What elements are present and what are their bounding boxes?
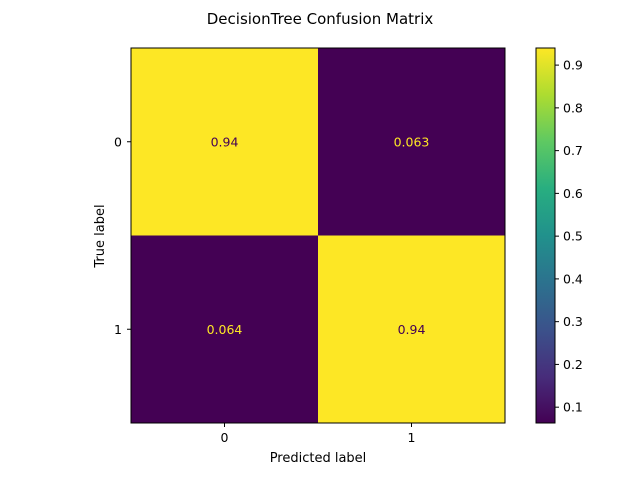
matrix-cells bbox=[131, 48, 506, 424]
colorbar-ticks: 0.1 0.2 0.3 0.4 0.5 0.6 0.7 0.8 0.9 bbox=[555, 58, 583, 415]
colorbar-tick-label: 0.5 bbox=[563, 229, 583, 244]
y-axis-ticks: 01 bbox=[114, 134, 131, 337]
cell-value-label: 0.94 bbox=[398, 322, 426, 337]
matrix-cell bbox=[131, 235, 319, 424]
colorbar-tick-label: 0.3 bbox=[563, 314, 583, 329]
colorbar-tick-label: 0.7 bbox=[563, 143, 583, 158]
colorbar-tick-label: 0.6 bbox=[563, 186, 583, 201]
matrix-cell bbox=[131, 48, 319, 236]
colorbar bbox=[535, 47, 556, 424]
x-axis-label: Predicted label bbox=[270, 451, 367, 466]
colorbar-tick-label: 0.9 bbox=[563, 58, 583, 73]
matrix-cell bbox=[318, 235, 506, 424]
y-axis-label: True label bbox=[93, 204, 108, 268]
x-tick-label: 1 bbox=[408, 430, 416, 445]
colorbar-tick-label: 0.8 bbox=[563, 100, 583, 115]
cell-value-label: 0.064 bbox=[207, 322, 243, 337]
matrix-cell-labels: 0.94 0.063 0.064 0.94 bbox=[207, 134, 430, 337]
cell-value-label: 0.063 bbox=[394, 134, 430, 149]
colorbar-tick-label: 0.1 bbox=[563, 400, 583, 415]
matrix-cell bbox=[318, 48, 506, 236]
colorbar-tick-label: 0.2 bbox=[563, 357, 583, 372]
colorbar-tick-label: 0.4 bbox=[563, 271, 583, 286]
y-tick-label: 1 bbox=[114, 322, 122, 337]
y-tick-label: 0 bbox=[114, 134, 122, 149]
x-tick-label: 0 bbox=[221, 430, 229, 445]
chart-title: DecisionTree Confusion Matrix bbox=[207, 10, 434, 28]
cell-value-label: 0.94 bbox=[211, 134, 239, 149]
matrix-frame bbox=[130, 47, 506, 424]
